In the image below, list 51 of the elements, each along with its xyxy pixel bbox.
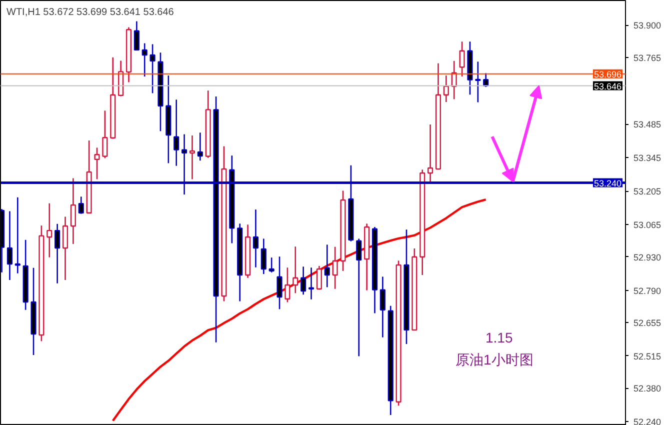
candlestick (14, 196, 20, 274)
candlestick (443, 74, 449, 103)
candlestick (475, 61, 481, 103)
candlestick (316, 265, 322, 290)
y-tick-label: 52.515 (634, 351, 662, 362)
candlestick (300, 266, 306, 296)
candlestick (260, 238, 266, 275)
y-tick-label: 52.380 (634, 384, 662, 394)
y-tick-label: 53.065 (634, 220, 662, 230)
candlestick (134, 20, 140, 51)
candlestick (118, 60, 124, 97)
y-tick-label: 52.930 (634, 252, 662, 262)
annotation: 原油1小时图 (456, 352, 534, 368)
candlestick (276, 256, 282, 310)
candlestick (174, 98, 180, 166)
candlestick (252, 208, 258, 268)
y-tick-label: 53.485 (634, 120, 662, 130)
y-tick-label: 52.655 (634, 318, 662, 328)
candlestick (356, 238, 362, 357)
y-tick-label: 53.345 (634, 153, 662, 164)
y-tick-label: 52.240 (634, 417, 662, 425)
candlestick (78, 196, 84, 214)
candlestick (308, 266, 314, 300)
candlestick (292, 246, 298, 294)
candlestick (189, 134, 196, 180)
candlestick (197, 132, 203, 162)
candlestick (102, 110, 108, 159)
y-tick-label: 53.765 (634, 52, 662, 63)
candlestick (70, 178, 76, 245)
annotation: 1.15 (486, 330, 513, 346)
ref-line-label: 53.696 (594, 69, 622, 80)
candlestick (150, 44, 156, 94)
candlestick (380, 276, 386, 338)
candlestick (6, 210, 12, 281)
candlestick (62, 216, 68, 281)
candlestick (142, 42, 148, 78)
candlestick (324, 244, 330, 288)
candlestick (428, 124, 434, 184)
text: WTI,H1 53.672 53.699 53.641 53.646 (6, 7, 174, 18)
y-tick-label: 52.790 (634, 286, 662, 296)
candlestick (284, 266, 290, 303)
candlestick (459, 40, 465, 78)
y-tick-label: 53.205 (634, 186, 662, 197)
ref-line-label: 53.646 (594, 81, 622, 92)
candlestick (332, 246, 338, 290)
candlestick (54, 223, 60, 284)
candlestick (94, 147, 100, 180)
candlestick (268, 256, 274, 274)
ref-line-label: 53.240 (594, 178, 622, 188)
y-tick-label: 53.900 (634, 20, 662, 31)
candlestick (46, 202, 52, 258)
